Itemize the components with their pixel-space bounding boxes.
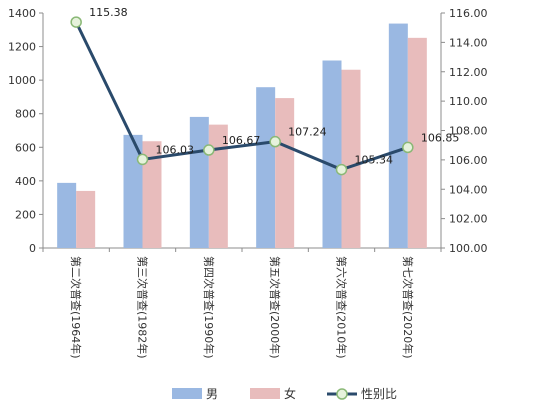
- category-label: 第四次普查(1990年): [202, 256, 216, 359]
- bar-male: [189, 116, 209, 249]
- category-label: 第七次普查(2020年): [401, 256, 415, 359]
- sex-ratio-data-label: 106.67: [222, 134, 260, 147]
- right-tick-label: 116.00: [449, 7, 488, 20]
- sex-ratio-marker: [335, 163, 348, 176]
- left-tick-label: 400: [15, 175, 36, 188]
- legend-label-female: 女: [284, 386, 296, 401]
- sex-ratio-marker: [269, 135, 281, 148]
- left-tick-label: 600: [15, 141, 36, 154]
- category-label: 第三次普查(1982年): [136, 256, 150, 359]
- legend-swatch-female: [250, 388, 280, 399]
- right-tick-label: 112.00: [449, 66, 488, 79]
- right-tick-label: 102.00: [449, 213, 488, 226]
- right-tick-label: 106.00: [449, 154, 488, 167]
- left-tick-label: 1000: [8, 74, 36, 87]
- sex-ratio-data-label: 115.38: [89, 6, 128, 19]
- left-tick-label: 1400: [8, 7, 36, 20]
- left-tick-label: 0: [29, 242, 36, 255]
- sex-ratio-data-label: 106.85: [421, 131, 460, 144]
- legend-marker-sex-ratio: [336, 388, 348, 400]
- sex-ratio-data-label: 105.34: [355, 154, 394, 167]
- chart-axes: 0 200 400 600 800 1000 1200 1400 100.00 102.00 104…: [8, 7, 488, 255]
- legend-swatch-male: [172, 388, 202, 399]
- chart-legend: 男 女 性别比: [172, 386, 397, 401]
- sex-ratio-marker: [203, 144, 215, 156]
- bar-female: [275, 98, 295, 248]
- sex-ratio-data-label: 106.03: [156, 143, 195, 156]
- bar-female: [142, 141, 162, 248]
- bar-female: [341, 69, 361, 248]
- category-label: 第六次普查(2010年): [335, 256, 349, 359]
- right-tick-label: 110.00: [449, 95, 488, 108]
- right-tick-label: 104.00: [449, 183, 488, 196]
- bar-female: [76, 190, 96, 248]
- sex-ratio-polyline: [74, 21, 409, 172]
- category-label: 第二次普查(1964年): [69, 256, 83, 359]
- bar-male: [388, 23, 408, 249]
- left-tick-label: 800: [15, 108, 36, 121]
- category-label: 第五次普查(2000年): [268, 256, 282, 359]
- left-tick-label: 200: [15, 208, 36, 221]
- right-tick-label: 100.00: [449, 242, 488, 255]
- right-tick-label: 114.00: [449, 36, 488, 49]
- legend-label-sex-ratio: 性别比: [361, 387, 397, 401]
- sex-ratio-marker: [402, 141, 414, 154]
- bar-female: [208, 124, 228, 248]
- sex-ratio-line: [70, 16, 414, 176]
- bar-male: [123, 134, 143, 248]
- data-labels: 115.38 106.03 106.67 107.24 105.34 106.85: [89, 6, 459, 166]
- sex-ratio-marker: [70, 16, 82, 28]
- left-tick-label: 1200: [8, 41, 36, 54]
- sex-ratio-marker: [136, 153, 149, 166]
- bar-female: [407, 37, 427, 248]
- bar-series: [57, 23, 427, 249]
- bar-male: [322, 60, 342, 248]
- legend-label-male: 男: [206, 387, 218, 401]
- bar-male: [256, 87, 276, 248]
- sex-ratio-data-label: 107.24: [288, 126, 327, 139]
- category-labels: 第二次普查(1964年) 第三次普查(1982年) 第四次普查(1990年) 第五次普…: [69, 256, 415, 359]
- bar-male: [57, 182, 77, 248]
- right-tick-label: 108.00: [449, 125, 488, 138]
